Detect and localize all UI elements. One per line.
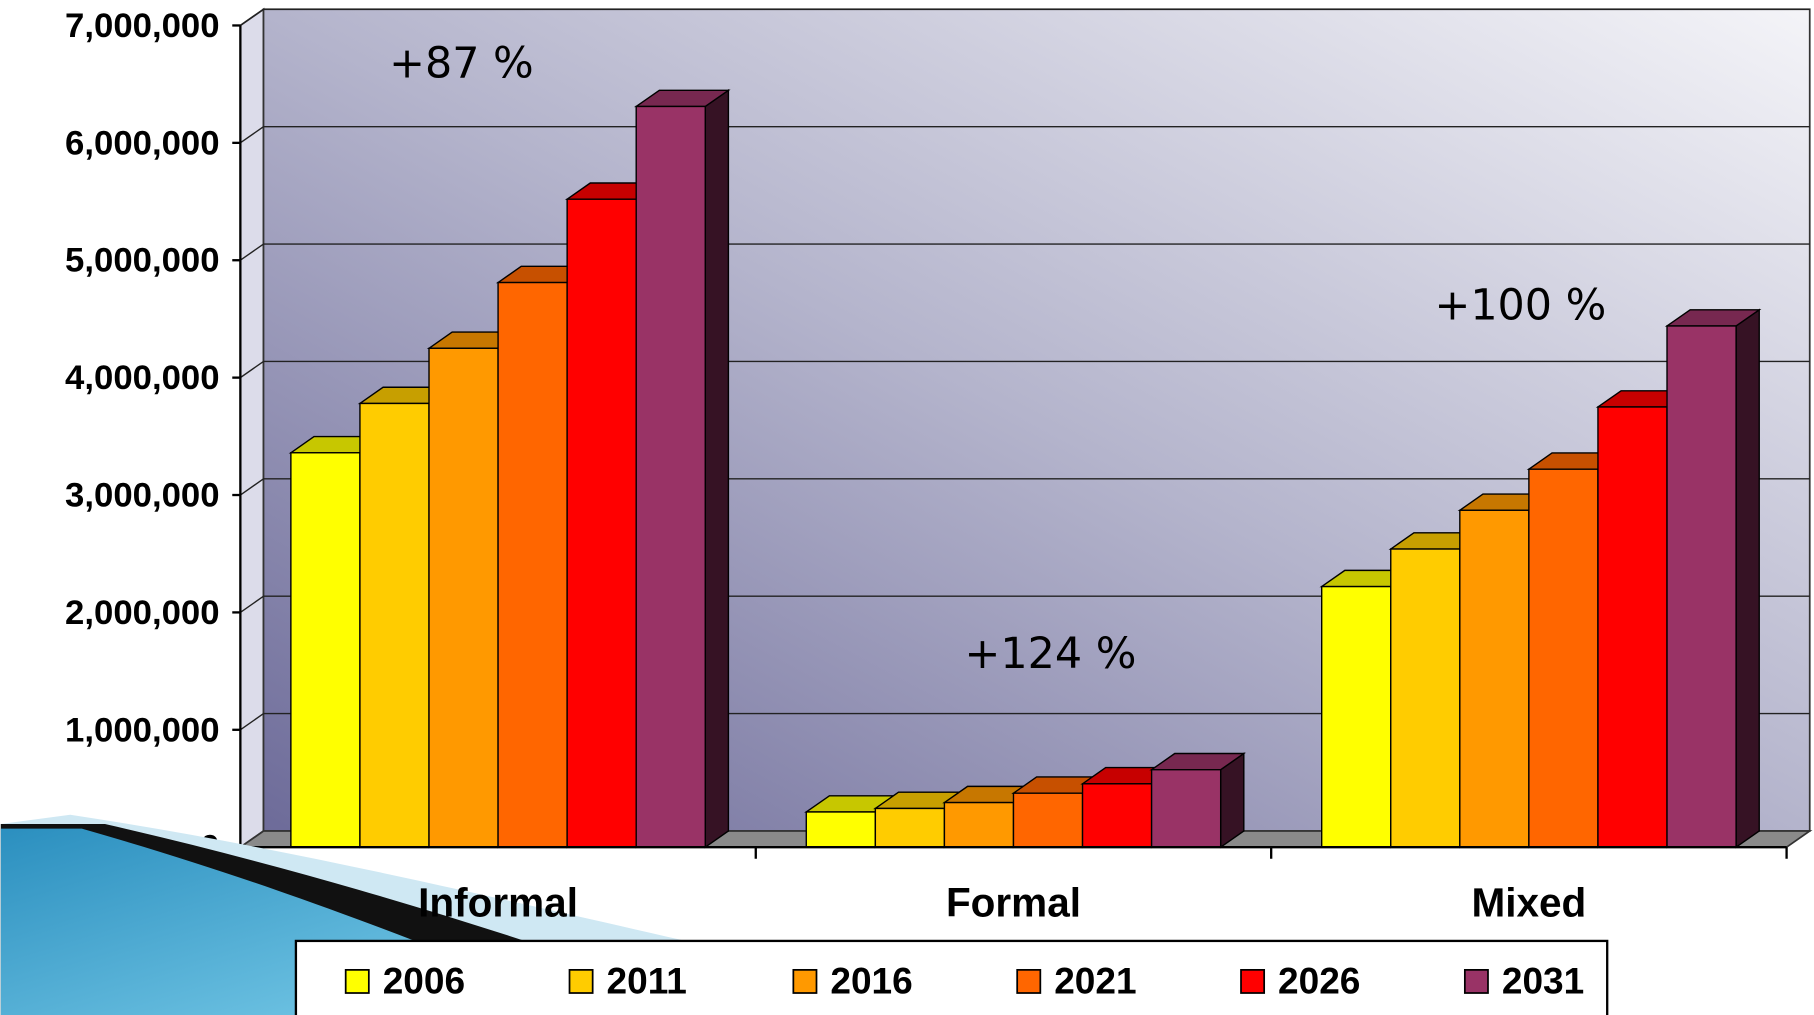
y-tick-label: 2,000,000 [65, 594, 219, 632]
legend-box [294, 939, 1609, 1015]
bar [874, 807, 946, 848]
grid-line [239, 595, 1810, 613]
bar [428, 347, 499, 848]
legend-swatch [1016, 968, 1042, 994]
labels: Informal Formal Mixed +87 % +124 % +100 % [389, 39, 1606, 926]
y-tick-label: 1,000,000 [65, 711, 219, 749]
legend: 2006 2011 2016 2021 2026 2031 [344, 960, 1584, 1002]
grid-line [239, 243, 1810, 261]
bar [1390, 548, 1461, 848]
bar [1150, 769, 1222, 848]
y-tick-label: 3,000,000 [65, 477, 219, 515]
bar [805, 811, 877, 848]
grid-line [239, 478, 1810, 496]
annotation: +124 % [965, 629, 1137, 679]
bar [497, 281, 568, 848]
legend-swatch [344, 968, 370, 994]
legend-label: 2016 [830, 960, 912, 1002]
bar [1597, 406, 1668, 848]
bar [943, 801, 1015, 848]
legend-swatch [568, 968, 594, 994]
annotation: +87 % [389, 39, 534, 89]
legend-swatch [792, 968, 818, 994]
x-tick-label: Informal [418, 880, 578, 926]
bar [1320, 585, 1392, 848]
legend-label: 2021 [1054, 960, 1136, 1002]
grid [239, 8, 1810, 731]
legend-swatch [1240, 968, 1266, 994]
y-tick-label: 5,000,000 [65, 242, 219, 280]
y-tick-label: 7,000,000 [65, 7, 219, 45]
bar [566, 198, 637, 848]
bar [1528, 468, 1599, 848]
bar [359, 402, 430, 848]
legend-label: 2011 [607, 960, 687, 1002]
y-tick-label: 4,000,000 [65, 359, 219, 397]
x-tick-label: Mixed [1471, 880, 1586, 926]
legend-label: 2031 [1502, 960, 1584, 1002]
bar-side [1735, 308, 1760, 849]
bar [290, 452, 361, 848]
annotation: +100 % [1434, 280, 1606, 330]
y-tick-label: 6,000,000 [65, 124, 219, 162]
grid-line [239, 8, 1810, 27]
grid-line [239, 360, 1810, 379]
bar [1666, 325, 1737, 848]
bar-side [704, 88, 730, 849]
legend-swatch [1463, 968, 1489, 994]
x-tick-label: Formal [946, 880, 1081, 926]
axes: 01,000,0002,000,0003,000,0004,000,0005,0… [65, 7, 1788, 867]
legend-label: 2006 [383, 960, 465, 1002]
bar [1459, 509, 1530, 848]
legend-label: 2026 [1278, 960, 1360, 1002]
bars [288, 88, 1762, 849]
bar [635, 105, 706, 848]
bar [1081, 783, 1153, 848]
grid-line [239, 125, 1810, 144]
grid-line [239, 712, 1810, 731]
bar [1012, 792, 1084, 848]
